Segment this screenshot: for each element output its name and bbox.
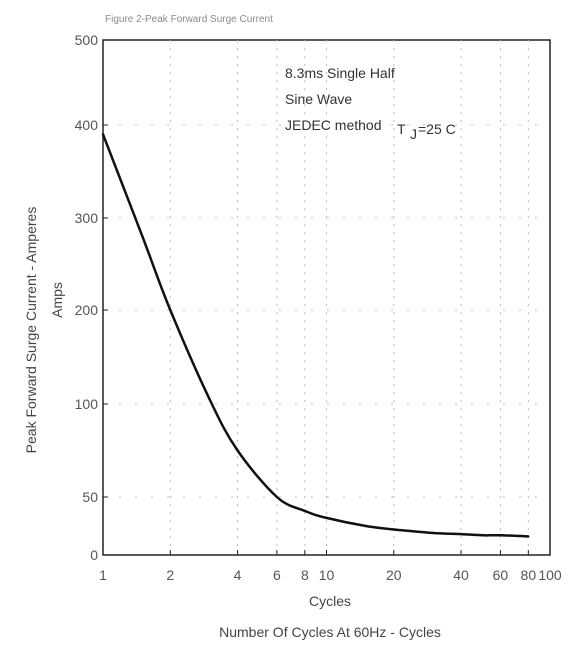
chart-title: Figure 2-Peak Forward Surge Current [105,14,273,25]
annotation-method: JEDEC method [285,117,381,133]
curve-point [392,528,395,531]
x-tick-label: 80 [521,567,537,583]
x-tick-label: 60 [493,567,509,583]
y-tick-label: 200 [75,302,99,318]
x-ticks: 1 2 4 6 8 10 20 40 60 80 100 [99,550,562,583]
curve-point [459,532,463,536]
curve-point [236,449,239,452]
x-tick-label: 8 [301,567,309,583]
annotation-temp-subscript: J [410,126,417,142]
annotation-pulse: 8.3ms Single Half [285,65,395,81]
y-axis-unit: Amps [49,282,65,318]
x-tick-label: 1 [99,567,107,583]
x-tick-label: 4 [234,567,242,583]
x-axis-unit: Cycles [309,593,351,609]
annotation-waveform: Sine Wave [285,91,352,107]
y-tick-label: 100 [75,396,99,412]
curve-point [101,133,105,136]
y-axis-label: Peak Forward Surge Current - Amperes [23,207,39,454]
x-axis-label: Number Of Cycles At 60Hz - Cycles [219,624,441,640]
curve-point [275,495,279,499]
x-tick-label: 40 [453,567,469,583]
y-tick-label: 50 [82,489,98,505]
y-tick-label: 400 [75,117,99,133]
curve-point [303,509,306,513]
x-tick-label: 2 [166,567,174,583]
y-tick-label: 500 [75,32,99,48]
grid [103,40,550,555]
annotation-temp-value: =25 C [418,121,456,137]
curve-point [325,516,328,520]
y-ticks: 0 50 100 200 300 400 500 [75,32,108,563]
annotation-temp-symbol: T [397,121,406,137]
curve-point [431,531,435,535]
y-tick-label: 300 [75,210,99,226]
x-tick-label: 100 [538,567,562,583]
curve-point [208,398,211,401]
x-tick-label: 6 [273,567,281,583]
curve-point [499,534,502,537]
curve-points [101,133,530,538]
x-tick-label: 10 [319,567,335,583]
y-tick-label: 0 [90,547,98,563]
curve-point [364,524,368,528]
curve-point [481,534,484,537]
curve-point [169,308,172,312]
curve-point [141,235,144,238]
x-tick-label: 20 [386,567,402,583]
curve-point [527,535,530,538]
